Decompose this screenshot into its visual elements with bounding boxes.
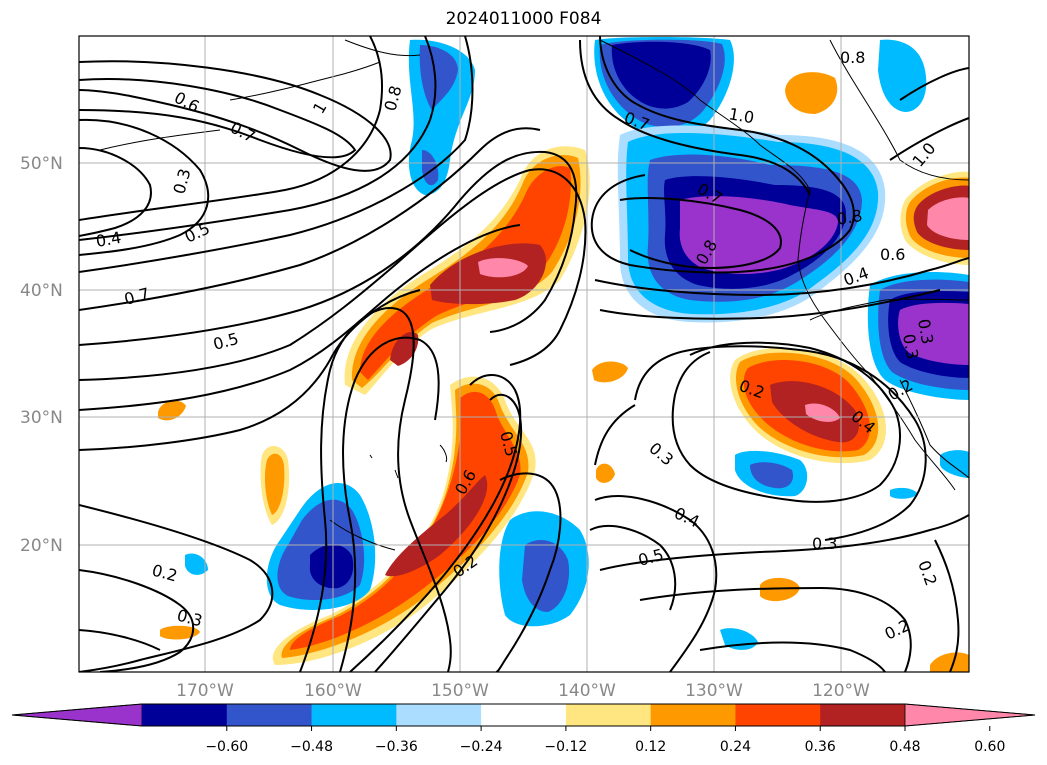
contour-label: 0.3 bbox=[899, 332, 922, 360]
contour-label: 0.3 bbox=[812, 534, 837, 553]
colorbar-tick-label: −0.36 bbox=[375, 739, 418, 755]
contour-label: 0.6 bbox=[880, 245, 905, 264]
colorbar-tick-label: −0.60 bbox=[205, 739, 248, 755]
contour-lines bbox=[79, 36, 969, 672]
colorbar-tick-label: 0.60 bbox=[974, 739, 1005, 755]
colorbar-tick-label: 0.48 bbox=[889, 739, 920, 755]
colorbar-tick-label: 0.12 bbox=[635, 739, 666, 755]
colorbar-extend-high bbox=[904, 703, 1036, 727]
colorbar-segment bbox=[735, 704, 821, 726]
colorbar-segment bbox=[142, 704, 228, 726]
contour-label: 0.4 bbox=[94, 228, 122, 251]
contour-label: 0.3 bbox=[914, 317, 937, 345]
lat-label: 30°N bbox=[20, 408, 63, 428]
colorbar-segment bbox=[565, 704, 652, 726]
contour-label: 0.8 bbox=[840, 48, 865, 67]
lon-label: 120°W bbox=[812, 681, 870, 701]
colorbar-tick-label: −0.24 bbox=[460, 739, 503, 755]
colorbar-segment bbox=[311, 704, 397, 726]
coastlines bbox=[99, 39, 969, 551]
latitude-labels: 50°N 40°N 30°N 20°N bbox=[20, 154, 63, 556]
map-title: 2024011000 F084 bbox=[445, 9, 602, 29]
shaded-anomaly-fields bbox=[158, 37, 969, 672]
colorbar-extend-low bbox=[11, 703, 143, 727]
colorbar-tick-label: −0.48 bbox=[290, 739, 333, 755]
longitude-labels: 170°W 160°W 150°W 140°W 130°W 120°W bbox=[176, 681, 870, 701]
colorbar-tick-label: 0.36 bbox=[805, 739, 836, 755]
lon-label: 150°W bbox=[431, 681, 489, 701]
map-panel: 0.6 0.7 0.8 1 0.3 0.4 0.5 0.7 0.5 0.7 1.… bbox=[79, 36, 969, 672]
contour-label: 1.0 bbox=[727, 104, 755, 127]
colorbar-segment bbox=[481, 704, 567, 726]
lon-label: 170°W bbox=[176, 681, 234, 701]
colorbar-outline bbox=[11, 703, 1036, 727]
lon-label: 130°W bbox=[685, 681, 743, 701]
colorbar-segment bbox=[226, 704, 313, 726]
lat-label: 50°N bbox=[20, 154, 63, 174]
lon-label: 140°W bbox=[558, 681, 616, 701]
map-frame bbox=[78, 35, 970, 673]
colorbar-tick-label: 0.24 bbox=[720, 739, 751, 755]
lat-label: 40°N bbox=[20, 281, 63, 301]
colorbar-segment bbox=[820, 704, 906, 726]
contour-label: 0.8 bbox=[835, 206, 863, 229]
lat-label: 20°N bbox=[20, 536, 63, 556]
lon-label: 160°W bbox=[304, 681, 362, 701]
colorbar-segment bbox=[396, 704, 482, 726]
colorbar: −0.60 −0.48 −0.36 −0.24 −0.12 0.12 0.24 0.36 0.4… bbox=[11, 703, 1036, 755]
colorbar-segment bbox=[650, 704, 736, 726]
colorbar-tick-label: −0.12 bbox=[544, 739, 587, 755]
